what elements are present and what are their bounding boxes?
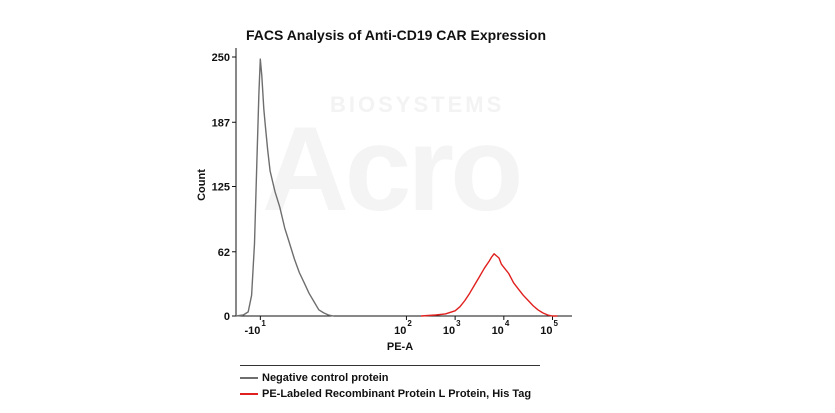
legend-swatch-negative-control: [240, 377, 258, 379]
series-line-0: [235, 58, 334, 317]
x-tick-exponent: 5: [554, 319, 559, 328]
legend-item-protein-l: PE-Labeled Recombinant Protein L Protein…: [240, 385, 531, 403]
x-tick-exponent: 2: [407, 319, 412, 328]
x-tick-exponent: 1: [261, 319, 266, 328]
y-tick-label: 0: [224, 311, 230, 323]
watermark-biosystems: BIOSYSTEMS: [330, 92, 505, 117]
chart-title: FACS Analysis of Anti-CD19 CAR Expressio…: [246, 27, 546, 43]
y-axis-label: Count: [196, 169, 208, 201]
legend-label-protein-l: PE-Labeled Recombinant Protein L Protein…: [262, 388, 532, 400]
legend-item-negative-control: Negative control protein: [240, 369, 389, 387]
x-tick-exponent: 3: [456, 319, 461, 328]
y-tick-label: 250: [212, 52, 230, 64]
legend-swatch-protein-l: [240, 393, 258, 395]
x-tick-label: -10: [244, 325, 260, 337]
legend: Negative control protein PE-Labeled Reco…: [240, 365, 540, 402]
x-tick-label: 10: [492, 325, 504, 337]
x-tick-label: 10: [540, 325, 552, 337]
x-axis-label: PE-A: [387, 341, 413, 353]
series-group: [235, 58, 558, 317]
x-tick-exponent: 4: [505, 319, 510, 328]
series-line-1: [420, 253, 558, 317]
y-tick-label: 187: [212, 117, 230, 129]
legend-label-negative-control: Negative control protein: [262, 372, 389, 384]
watermark-logo: Acro: [262, 102, 523, 236]
y-tick-label: 62: [218, 247, 230, 259]
y-tick-label: 125: [212, 182, 230, 194]
y-ticks: 0 62 125 187 250: [212, 52, 236, 323]
x-tick-label: 10: [443, 325, 455, 337]
x-tick-label: 10: [394, 325, 406, 337]
